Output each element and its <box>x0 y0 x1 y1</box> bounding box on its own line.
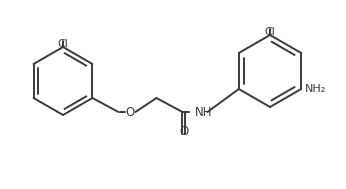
Text: NH: NH <box>194 105 212 119</box>
Text: O: O <box>126 105 135 119</box>
Text: NH₂: NH₂ <box>305 84 326 94</box>
Text: Cl: Cl <box>265 27 275 37</box>
Text: Cl: Cl <box>57 39 69 49</box>
Text: O: O <box>179 125 189 138</box>
